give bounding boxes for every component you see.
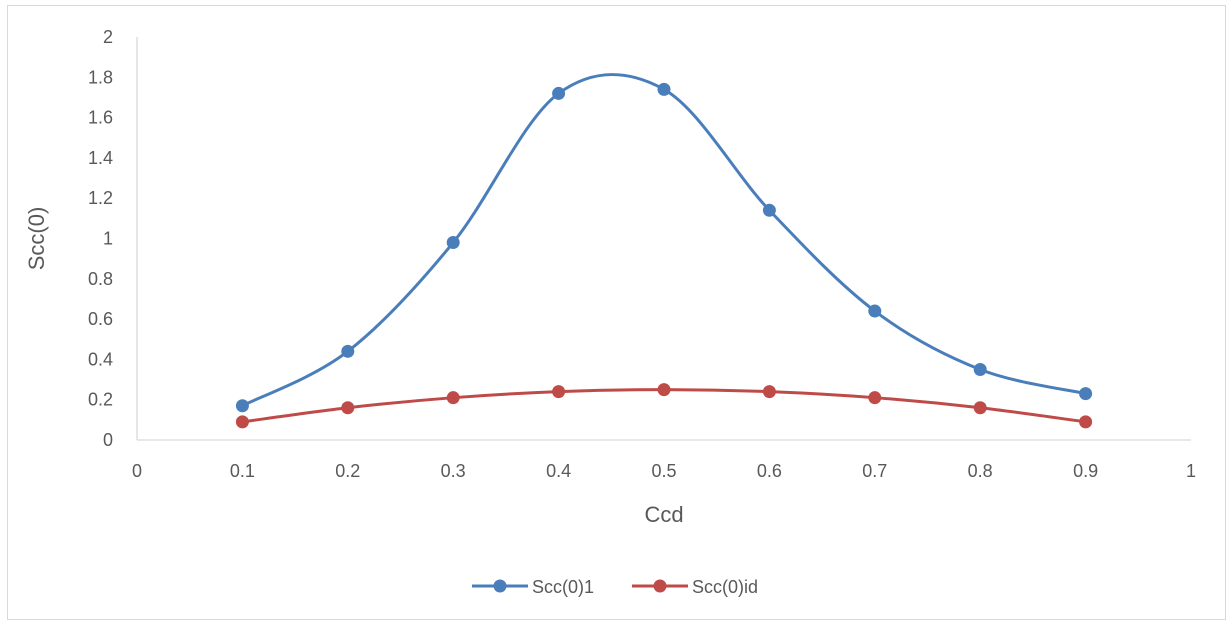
data-point [341,344,355,358]
data-point [1079,387,1093,401]
series-2 [235,383,1093,429]
x-tick-label: 0.7 [862,461,887,481]
y-tick-label: 1.6 [88,108,113,128]
data-point [552,86,566,100]
y-axis-title: Scc(0) [24,207,49,271]
data-point [341,401,355,415]
legend: Scc(0)1 Scc(0)id [472,577,758,597]
y-tick-label: 0.6 [88,309,113,329]
legend-marker [493,579,507,593]
y-tick-label: 0.4 [88,349,113,369]
x-tick-label: 0.1 [230,461,255,481]
y-tick-label: 1.8 [88,67,113,87]
data-point [762,203,776,217]
legend-label: Scc(0)1 [532,577,594,597]
x-tick-label: 0 [132,461,142,481]
data-point [868,391,882,405]
x-tick-label: 0.4 [546,461,571,481]
data-point [552,385,566,399]
data-point [762,385,776,399]
data-point [657,383,671,397]
y-tick-label: 2 [103,27,113,47]
data-point [235,415,249,429]
y-tick-label: 1.2 [88,188,113,208]
x-tick-label: 0.6 [757,461,782,481]
data-point [868,304,882,318]
legend-marker [653,579,667,593]
data-point [1079,415,1093,429]
data-point [657,82,671,96]
chart-frame [7,5,1226,620]
legend-label: Scc(0)id [692,577,758,597]
legend-item: Scc(0)1 [472,577,594,597]
x-tick-label: 1 [1186,461,1196,481]
y-tick-label: 0 [103,430,113,450]
data-point [973,401,987,415]
x-tick-label: 0.3 [441,461,466,481]
x-axis-title: Ccd [644,502,683,527]
x-tick-label: 0.5 [651,461,676,481]
series-line [240,73,1088,408]
y-tick-label: 0.2 [88,390,113,410]
x-tick-label: 0.2 [335,461,360,481]
data-point [446,391,460,405]
y-tick-labels: 0 0.2 0.4 0.6 0.8 1 1.2 1.4 1.6 1.8 2 [88,27,113,450]
x-tick-labels: 0 0.1 0.2 0.3 0.4 0.5 0.6 0.7 0.8 0.9 1 [132,461,1196,481]
data-point [973,362,987,376]
series-1 [235,73,1093,413]
x-tick-label: 0.9 [1073,461,1098,481]
legend-item: Scc(0)id [632,577,758,597]
x-tick-label: 0.8 [968,461,993,481]
axes [136,37,1191,441]
y-tick-label: 1.4 [88,148,113,168]
data-point [446,236,460,250]
data-point [235,399,249,413]
y-tick-label: 1 [103,229,113,249]
y-tick-label: 0.8 [88,269,113,289]
plot-area [235,73,1093,429]
